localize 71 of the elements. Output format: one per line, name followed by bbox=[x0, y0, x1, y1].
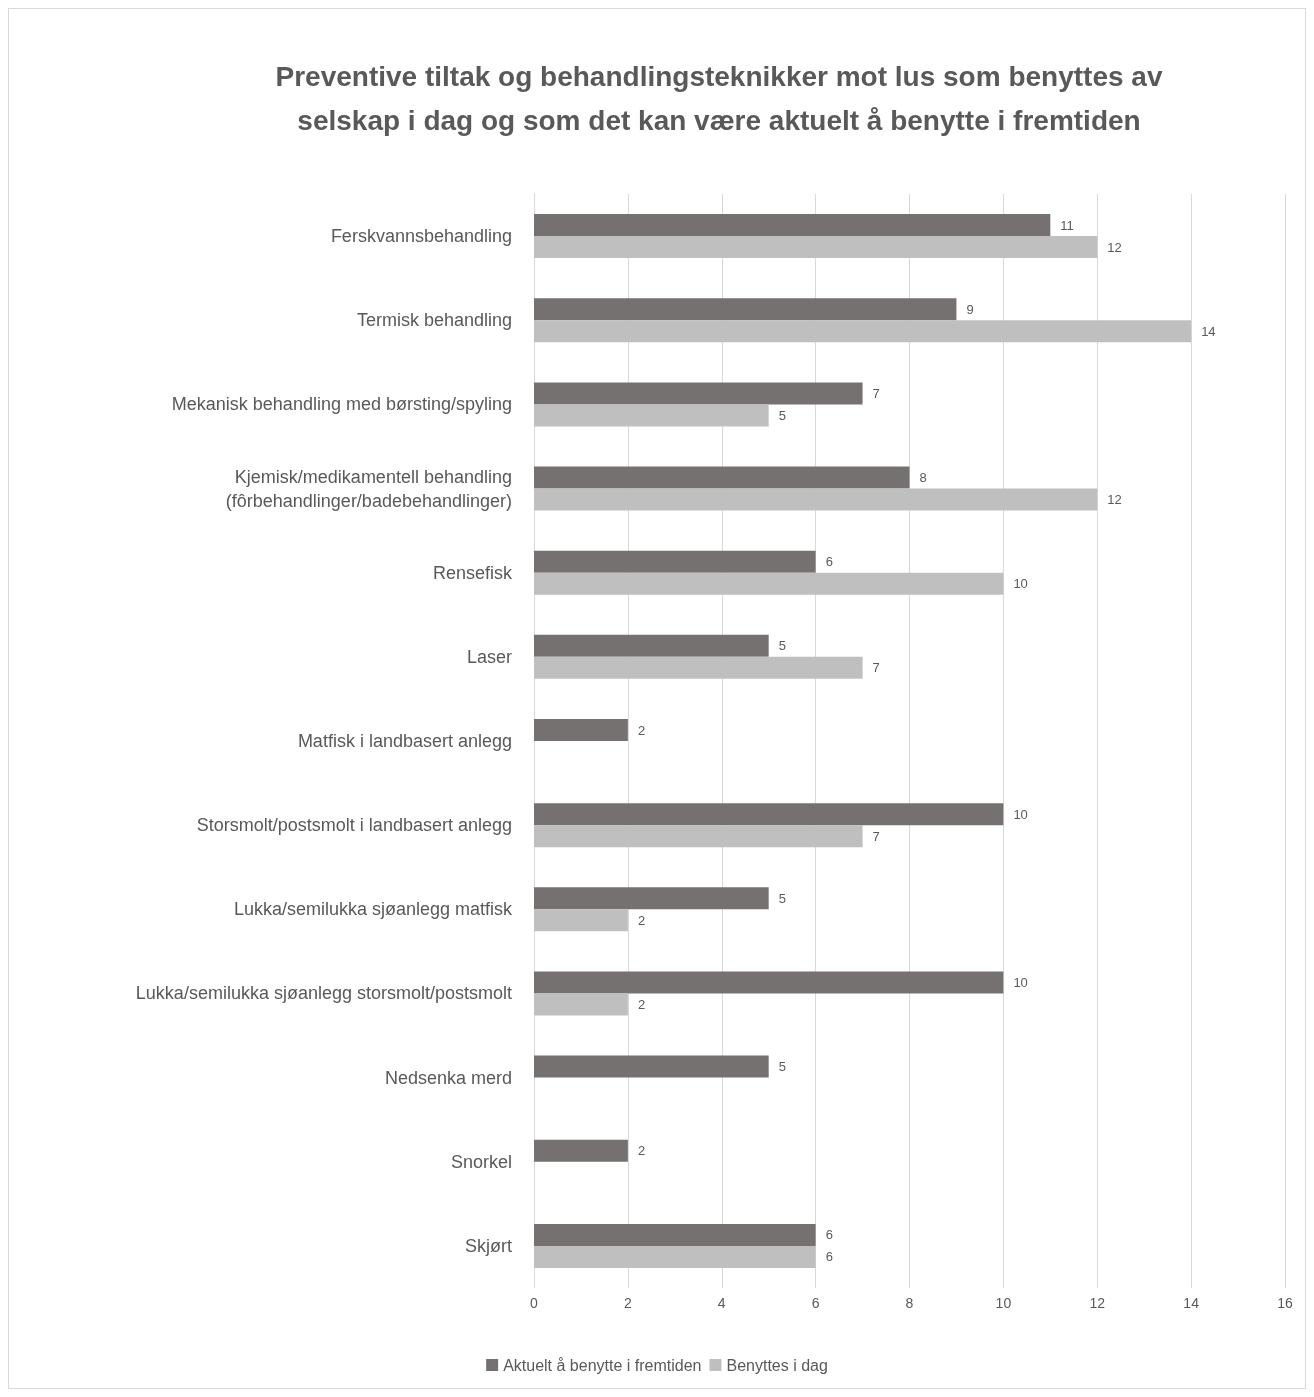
y-tick-label: Termisk behandling bbox=[356, 310, 512, 331]
bar bbox=[534, 719, 628, 741]
y-tick-label: Laser bbox=[466, 646, 512, 667]
data-label: 7 bbox=[872, 828, 880, 844]
bar bbox=[534, 236, 1098, 259]
data-label: 5 bbox=[778, 1059, 786, 1075]
x-tick-label: 4 bbox=[717, 1295, 726, 1311]
x-tick-label: 0 bbox=[530, 1295, 539, 1311]
bar bbox=[534, 887, 769, 910]
data-label: 2 bbox=[637, 1143, 646, 1159]
data-label: 2 bbox=[637, 912, 646, 928]
bar bbox=[534, 404, 769, 427]
bar bbox=[534, 1223, 816, 1246]
bar bbox=[534, 971, 1004, 994]
data-label: 2 bbox=[637, 996, 646, 1012]
x-tick-label: 14 bbox=[1183, 1295, 1200, 1311]
data-label: 9 bbox=[966, 301, 974, 317]
data-label: 5 bbox=[778, 407, 786, 423]
y-tick-label: Nedsenka merd bbox=[384, 1067, 512, 1088]
chart-title: Preventive tiltak og behandlingsteknikker mot lus som benyttes av selskap i dag og som det kan være aktuelt å benytte i fremtiden bbox=[275, 60, 1163, 136]
bar bbox=[534, 993, 628, 1016]
data-label: 5 bbox=[778, 890, 786, 906]
data-label: 14 bbox=[1201, 323, 1216, 339]
bar bbox=[534, 825, 863, 848]
y-tick-label: Rensefisk bbox=[432, 562, 513, 583]
y-tick-label: Kjemisk/medikamentell behandling (fôrbehandlinger/badebehandlinger) bbox=[225, 466, 512, 511]
data-label: 6 bbox=[825, 554, 833, 570]
x-tick-label: 10 bbox=[995, 1295, 1012, 1311]
bar bbox=[534, 466, 910, 489]
y-tick-label: Mekanisk behandling med børsting/spyling bbox=[171, 394, 512, 415]
y-tick-label: Lukka/semilukka sjøanlegg storsmolt/postsmolt bbox=[135, 983, 512, 1004]
data-label: 12 bbox=[1107, 239, 1122, 255]
bar bbox=[534, 382, 863, 405]
bar bbox=[534, 803, 1004, 826]
x-tick-label: 8 bbox=[905, 1295, 914, 1311]
data-label: 10 bbox=[1013, 974, 1028, 990]
x-tick-label: 16 bbox=[1277, 1295, 1293, 1311]
data-label: 5 bbox=[778, 638, 786, 654]
bar bbox=[534, 634, 769, 657]
y-tick-label: Ferskvannsbehandling bbox=[330, 226, 512, 247]
y-tick-label: Storsmolt/postsmolt i landbasert anlegg bbox=[196, 815, 512, 836]
data-label: 10 bbox=[1013, 576, 1028, 592]
x-tick-label: 2 bbox=[623, 1295, 632, 1311]
data-label: 7 bbox=[872, 385, 880, 401]
bar bbox=[534, 656, 863, 679]
data-label: 11 bbox=[1060, 217, 1074, 233]
legend-label: Benyttes i dag bbox=[726, 1356, 828, 1374]
data-label: 12 bbox=[1107, 492, 1122, 508]
bar bbox=[534, 909, 628, 932]
bar bbox=[534, 550, 816, 573]
bar bbox=[534, 1139, 628, 1162]
bar bbox=[534, 572, 1004, 595]
data-label: 7 bbox=[872, 660, 880, 676]
data-label: 8 bbox=[919, 470, 927, 486]
legend-label: Aktuelt å benytte i fremtiden bbox=[503, 1356, 702, 1374]
x-tick-label: 6 bbox=[811, 1295, 820, 1311]
bar bbox=[534, 1245, 816, 1268]
y-tick-label: Skjørt bbox=[465, 1235, 512, 1256]
y-tick-label: Matfisk i landbasert anlegg bbox=[297, 731, 512, 751]
bar bbox=[534, 214, 1051, 237]
y-tick-label: Lukka/semilukka sjøanlegg matfisk bbox=[233, 899, 513, 920]
x-tick-label: 12 bbox=[1089, 1295, 1106, 1311]
data-label: 10 bbox=[1013, 806, 1028, 822]
bar bbox=[534, 488, 1098, 511]
data-label: 6 bbox=[825, 1227, 833, 1243]
bar bbox=[534, 320, 1192, 343]
bar bbox=[534, 298, 957, 321]
data-label: 2 bbox=[637, 722, 646, 738]
y-tick-label: Snorkel bbox=[450, 1151, 512, 1172]
bar bbox=[534, 1055, 769, 1078]
data-label: 6 bbox=[825, 1249, 833, 1265]
